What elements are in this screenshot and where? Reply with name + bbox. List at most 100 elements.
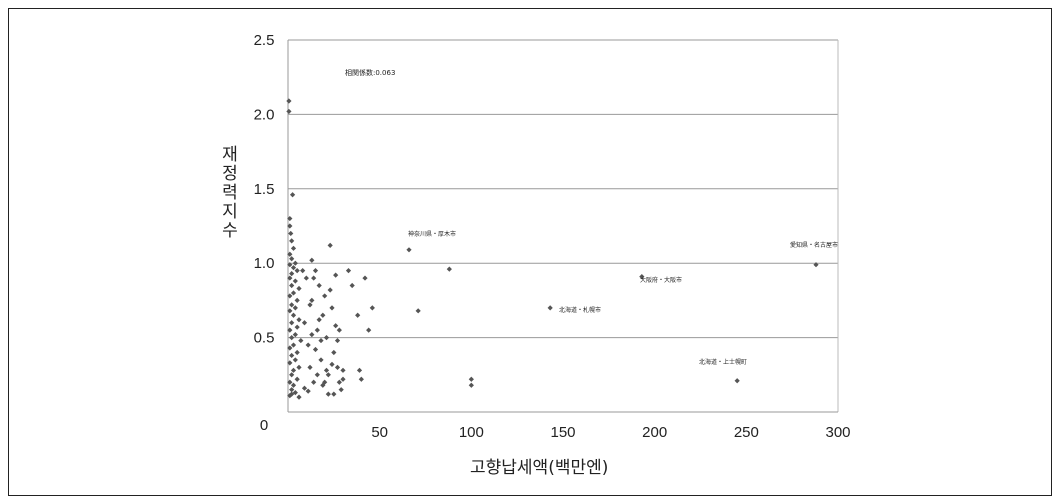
data-point [362,275,368,281]
data-point [287,251,293,257]
data-point [287,379,293,385]
data-point [322,293,328,299]
data-point [311,275,317,281]
data-point [358,376,364,382]
annotation-label: 北海道・札幌市 [559,306,601,314]
data-point [290,265,297,271]
data-point [327,287,333,293]
data-point [287,275,293,281]
data-point [334,337,341,344]
x-tick-label: 300 [825,424,850,441]
data-point [289,335,295,341]
data-point [294,349,300,356]
data-point [298,337,304,344]
data-point [312,268,319,274]
data-point [290,367,297,373]
data-point [356,367,363,373]
y-tick-labels: 0 0.5 1.0 1.5 2.0 2.5 [254,32,275,434]
data-point [292,278,298,284]
data-points [286,98,819,400]
data-point [446,266,452,272]
data-point [289,372,295,378]
data-point [320,312,326,318]
y-tick-label: 1.0 [254,255,275,272]
data-point [289,302,295,308]
data-point [813,262,819,268]
data-point [287,308,293,314]
data-point [289,192,296,198]
data-point [340,376,346,382]
x-axis-title: 고향납세액(백만엔) [470,458,608,478]
data-point [336,327,342,333]
data-point [327,242,333,248]
data-point [468,376,474,382]
data-point [345,268,352,274]
data-point [329,361,335,367]
data-point [296,364,302,370]
annotation-label: 大阪府・大阪市 [640,276,682,284]
data-point [325,391,331,397]
data-point [289,352,295,359]
data-point [323,335,330,341]
y-tick-label: 1.5 [254,181,275,198]
data-point [287,262,293,268]
data-point [316,282,322,289]
data-point [287,345,293,351]
data-point [287,293,293,299]
data-point [307,302,313,308]
data-point [468,382,474,388]
data-point [294,376,300,382]
data-point [287,327,293,333]
data-point [290,290,297,296]
data-point [314,372,320,378]
x-tick-label: 100 [459,424,484,441]
y-tick-label: 0.5 [254,330,275,347]
data-point [318,337,324,344]
data-point [309,332,315,338]
data-point [329,305,335,311]
data-point [296,317,302,323]
data-point [300,268,306,274]
data-point [289,282,295,289]
x-tick-label: 150 [550,424,575,441]
gridlines [287,39,839,413]
data-point [318,357,324,363]
data-point [289,387,295,393]
data-point [322,379,328,385]
data-point [287,215,293,222]
data-point [323,367,330,373]
data-point [305,342,311,348]
data-point [287,223,293,229]
x-tick-label: 200 [642,424,667,441]
data-point [316,317,322,323]
data-point [292,305,298,311]
data-point [415,308,421,314]
x-tick-label: 250 [734,424,759,441]
data-point [289,271,295,277]
x-tick-label: 50 [371,424,388,441]
data-point [331,349,337,356]
data-point [309,257,315,263]
data-point [305,388,311,394]
data-point [314,327,320,333]
data-point [334,364,341,370]
data-point [340,367,346,373]
data-point [331,391,337,397]
data-point [290,245,297,251]
data-point [294,268,300,274]
y-tick-label: 2.0 [254,106,275,123]
data-point [309,297,315,303]
data-point [290,312,297,318]
data-point [292,357,298,363]
data-point [286,108,292,115]
annotation-label: 神奈川県・厚木市 [408,230,456,238]
data-point [292,260,298,266]
data-point [336,379,342,385]
annotation-label: 愛知県・名古屋市 [790,241,838,249]
data-point [289,320,295,326]
data-point [349,282,355,289]
data-point [307,364,313,370]
data-point [734,378,740,384]
